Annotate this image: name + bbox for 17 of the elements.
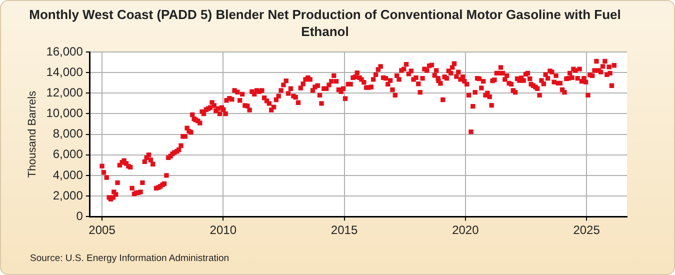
y-tick-label: 12,000 — [46, 85, 84, 100]
x-tick-label: 2015 — [330, 223, 358, 238]
chart-title: Monthly West Coast (PADD 5) Blender Net Production of Conventional Motor Gasoline with Fuel Ethanol — [28, 6, 622, 40]
y-tick-label: 0 — [76, 208, 84, 223]
y-axis-title: Thousand Barrels — [26, 90, 39, 178]
source-note: Source: U.S. Energy Information Administration — [30, 253, 230, 264]
x-tick-label: 2010 — [210, 223, 237, 238]
x-tick-label: 2005 — [88, 223, 116, 238]
x-tick-label: 2020 — [452, 223, 480, 238]
y-tick-label: 8,000 — [52, 126, 84, 141]
y-tick-label: 16,000 — [46, 44, 84, 58]
y-tick-label: 6,000 — [52, 147, 84, 162]
y-tick-label: 10,000 — [46, 106, 84, 120]
y-tick-label: 4,000 — [52, 168, 84, 182]
x-tick-label: 2025 — [573, 223, 600, 238]
y-tick-label: 2,000 — [52, 188, 84, 202]
y-tick-label: 14,000 — [46, 64, 84, 79]
